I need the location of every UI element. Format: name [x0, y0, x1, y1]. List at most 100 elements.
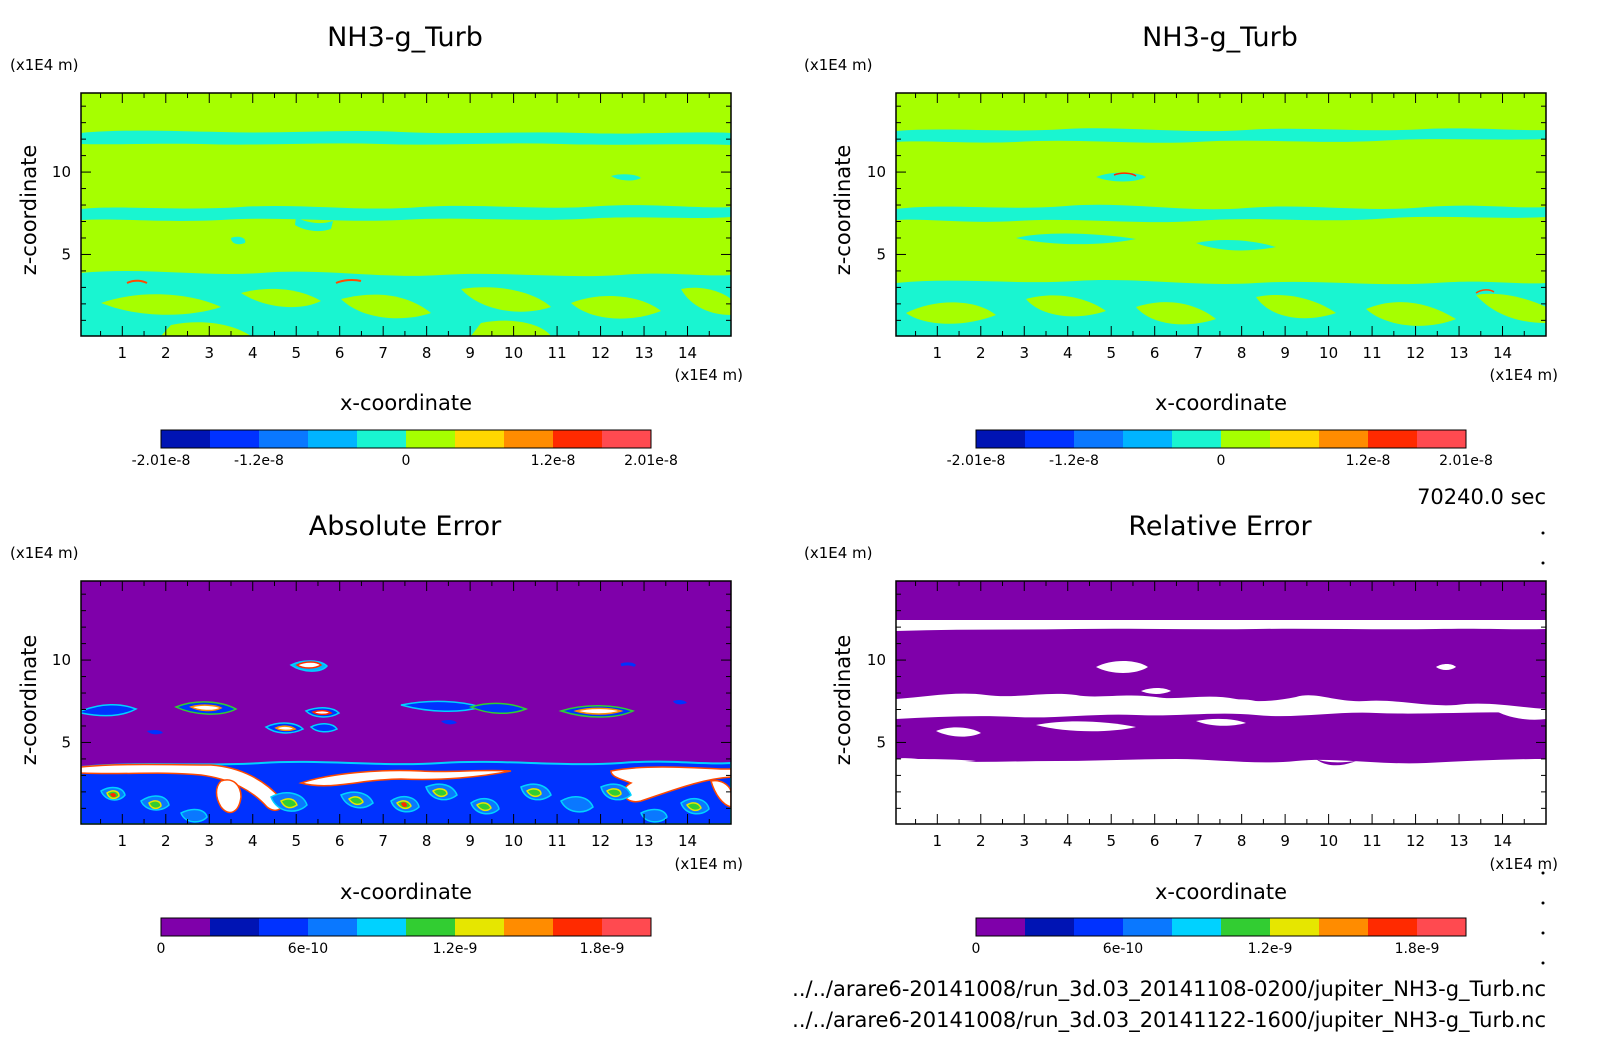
- x-tick-label: 14: [678, 832, 697, 850]
- heatmap-field: [81, 93, 731, 336]
- colorbar-swatch: [308, 918, 358, 936]
- colorbar-swatch: [553, 430, 603, 448]
- colorbar-swatch: [1074, 430, 1124, 448]
- panel-title: NH3-g_Turb: [1142, 22, 1298, 53]
- time-label: 70240.0 sec: [1417, 485, 1546, 509]
- x-tick-label: 13: [1449, 832, 1468, 850]
- x-unit-label: (x1E4 m): [1489, 855, 1558, 873]
- colorbar: 0 6e-10 1.2e-9 1.8e-9: [972, 917, 1467, 957]
- colorbar-frame: [160, 917, 652, 937]
- x-tick-label: 10: [504, 832, 523, 850]
- x-tick-label: 2: [161, 832, 171, 850]
- panel-title: NH3-g_Turb: [327, 22, 483, 53]
- x-tick-label: 3: [204, 344, 214, 362]
- y-ticks-group: 5 10: [52, 593, 731, 809]
- colorbar-frame: [160, 429, 652, 449]
- x-tick-label: 12: [1406, 344, 1425, 362]
- colorbar-swatch: [455, 430, 505, 448]
- colorbar-label: 2.01e-8: [624, 453, 678, 469]
- colorbar-swatch: [357, 918, 407, 936]
- colorbar-swatch: [1368, 430, 1418, 448]
- colorbar-swatch: [1319, 918, 1369, 936]
- y-ticks-group: 5 10: [52, 105, 731, 321]
- y-unit-label: (x1E4 m): [10, 544, 79, 562]
- x-tick-label: 9: [1280, 344, 1290, 362]
- x-tick-label: 5: [291, 832, 301, 850]
- x-tick-label: 8: [422, 832, 432, 850]
- plot-frame: [80, 92, 732, 337]
- x-tick-label: 14: [1493, 344, 1512, 362]
- x-tick-label: 11: [1363, 344, 1382, 362]
- colorbar-swatch: [976, 430, 1026, 448]
- x-unit-label: (x1E4 m): [674, 855, 743, 873]
- heatmap-field: [896, 93, 1546, 336]
- x-tick-label: 10: [1319, 832, 1338, 850]
- y-tick-label: 10: [52, 163, 71, 181]
- x-tick-label: 7: [378, 344, 388, 362]
- colorbar-swatch: [1417, 918, 1467, 936]
- x-tick-label: 6: [335, 344, 345, 362]
- colorbar-label: 1.8e-9: [1395, 941, 1440, 957]
- colorbar-label: -1.2e-8: [234, 453, 284, 469]
- y-unit-label: (x1E4 m): [10, 56, 79, 74]
- x-tick-label: 12: [1406, 832, 1425, 850]
- colorbar-swatch: [357, 430, 407, 448]
- colorbar-swatch: [602, 918, 652, 936]
- heatmap-field: [81, 581, 731, 824]
- colorbar-label: 0: [402, 453, 411, 469]
- y-tick-label: 10: [867, 651, 886, 669]
- y-axis-label: z-coordinate: [831, 635, 855, 766]
- x-tick-label: 4: [248, 832, 258, 850]
- y-unit-label: (x1E4 m): [804, 544, 873, 562]
- x-tick-label: 1: [118, 344, 128, 362]
- colorbar: -2.01e-8 -1.2e-8 0 1.2e-8 2.01e-8: [947, 429, 1493, 469]
- plot-frame: [895, 580, 1547, 825]
- colorbar-swatch: [406, 918, 456, 936]
- x-tick-label: 11: [548, 832, 567, 850]
- x-tick-label: 14: [678, 344, 697, 362]
- y-tick-label: 10: [52, 651, 71, 669]
- x-tick-label: 4: [248, 344, 258, 362]
- x-tick-label: 8: [1237, 344, 1247, 362]
- colorbar-swatch: [161, 918, 211, 936]
- plot-frame: [80, 580, 732, 825]
- colorbar-swatch: [161, 430, 211, 448]
- x-tick-label: 4: [1063, 832, 1073, 850]
- colorbar-swatch: [1221, 430, 1271, 448]
- colorbar-frame: [975, 917, 1467, 937]
- colorbar-swatch: [210, 918, 260, 936]
- x-tick-label: 5: [1106, 344, 1116, 362]
- x-tick-label: 3: [204, 832, 214, 850]
- x-tick-label: 6: [335, 832, 345, 850]
- colorbar-swatch: [976, 918, 1026, 936]
- colorbar-swatch: [259, 918, 309, 936]
- x-tick-label: 8: [422, 344, 432, 362]
- colorbar-swatch: [1221, 918, 1271, 936]
- colorbar-label: 0: [972, 941, 981, 957]
- x-tick-label: 13: [634, 832, 653, 850]
- source-file-1: ../../arare6-20141008/run_3d.03_20141108…: [792, 977, 1546, 1002]
- x-ticks-group: 1 2 3 4 5 6 7 8 9 10 11 12 13 14: [100, 581, 710, 850]
- x-tick-label: 12: [591, 344, 610, 362]
- x-tick-label: 9: [465, 832, 475, 850]
- x-tick-label: 2: [976, 344, 986, 362]
- colorbar-swatch: [1417, 430, 1467, 448]
- colorbar-swatch: [455, 918, 505, 936]
- panel-title: Relative Error: [1128, 511, 1312, 542]
- x-tick-label: 1: [933, 832, 943, 850]
- colorbar-swatch: [1123, 918, 1173, 936]
- colorbar-swatch: [1270, 430, 1320, 448]
- colorbar-swatch: [553, 918, 603, 936]
- x-tick-label: 5: [291, 344, 301, 362]
- x-tick-label: 1: [118, 832, 128, 850]
- x-tick-label: 11: [1363, 832, 1382, 850]
- colorbar-label: 1.8e-9: [580, 941, 625, 957]
- colorbar-label: 1.2e-9: [433, 941, 478, 957]
- x-tick-label: 7: [1193, 344, 1203, 362]
- x-tick-label: 2: [976, 832, 986, 850]
- x-axis-label: x-coordinate: [1155, 391, 1287, 415]
- colorbar-swatch: [1368, 918, 1418, 936]
